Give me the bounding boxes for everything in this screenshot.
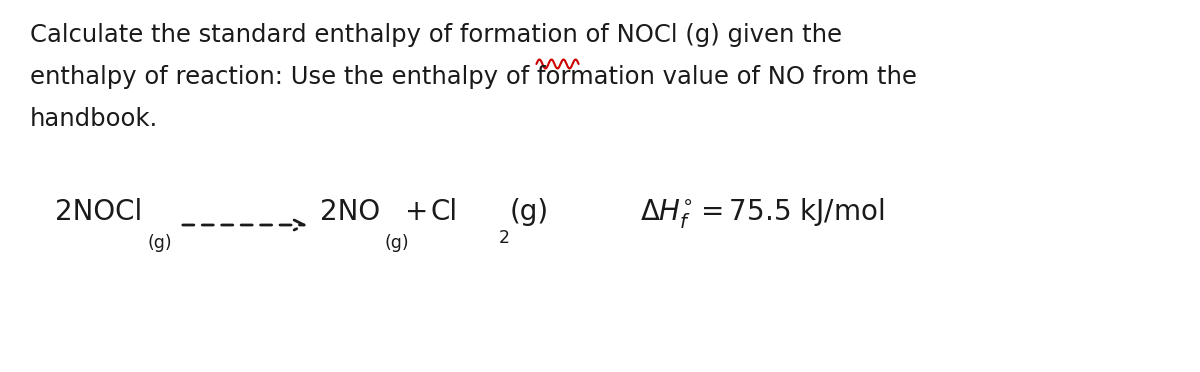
Text: handbook.: handbook. — [30, 107, 158, 131]
Text: 2: 2 — [499, 229, 510, 247]
Text: (g): (g) — [510, 198, 550, 226]
Text: (g): (g) — [385, 234, 409, 252]
Text: 2NOCl: 2NOCl — [55, 198, 143, 226]
Text: 2NO: 2NO — [320, 198, 380, 226]
Text: (g): (g) — [148, 234, 172, 252]
Text: $\Delta H_f^{\circ} = 75.5\ \mathrm{kJ/mol}$: $\Delta H_f^{\circ} = 75.5\ \mathrm{kJ/m… — [640, 196, 884, 230]
Text: Cl: Cl — [430, 198, 457, 226]
Text: Calculate the standard enthalpy of formation of NOCl (g) given the: Calculate the standard enthalpy of forma… — [30, 23, 842, 47]
Text: enthalpy of reaction: Use the enthalpy of formation value of NO from the: enthalpy of reaction: Use the enthalpy o… — [30, 65, 917, 89]
Text: +: + — [406, 198, 428, 226]
